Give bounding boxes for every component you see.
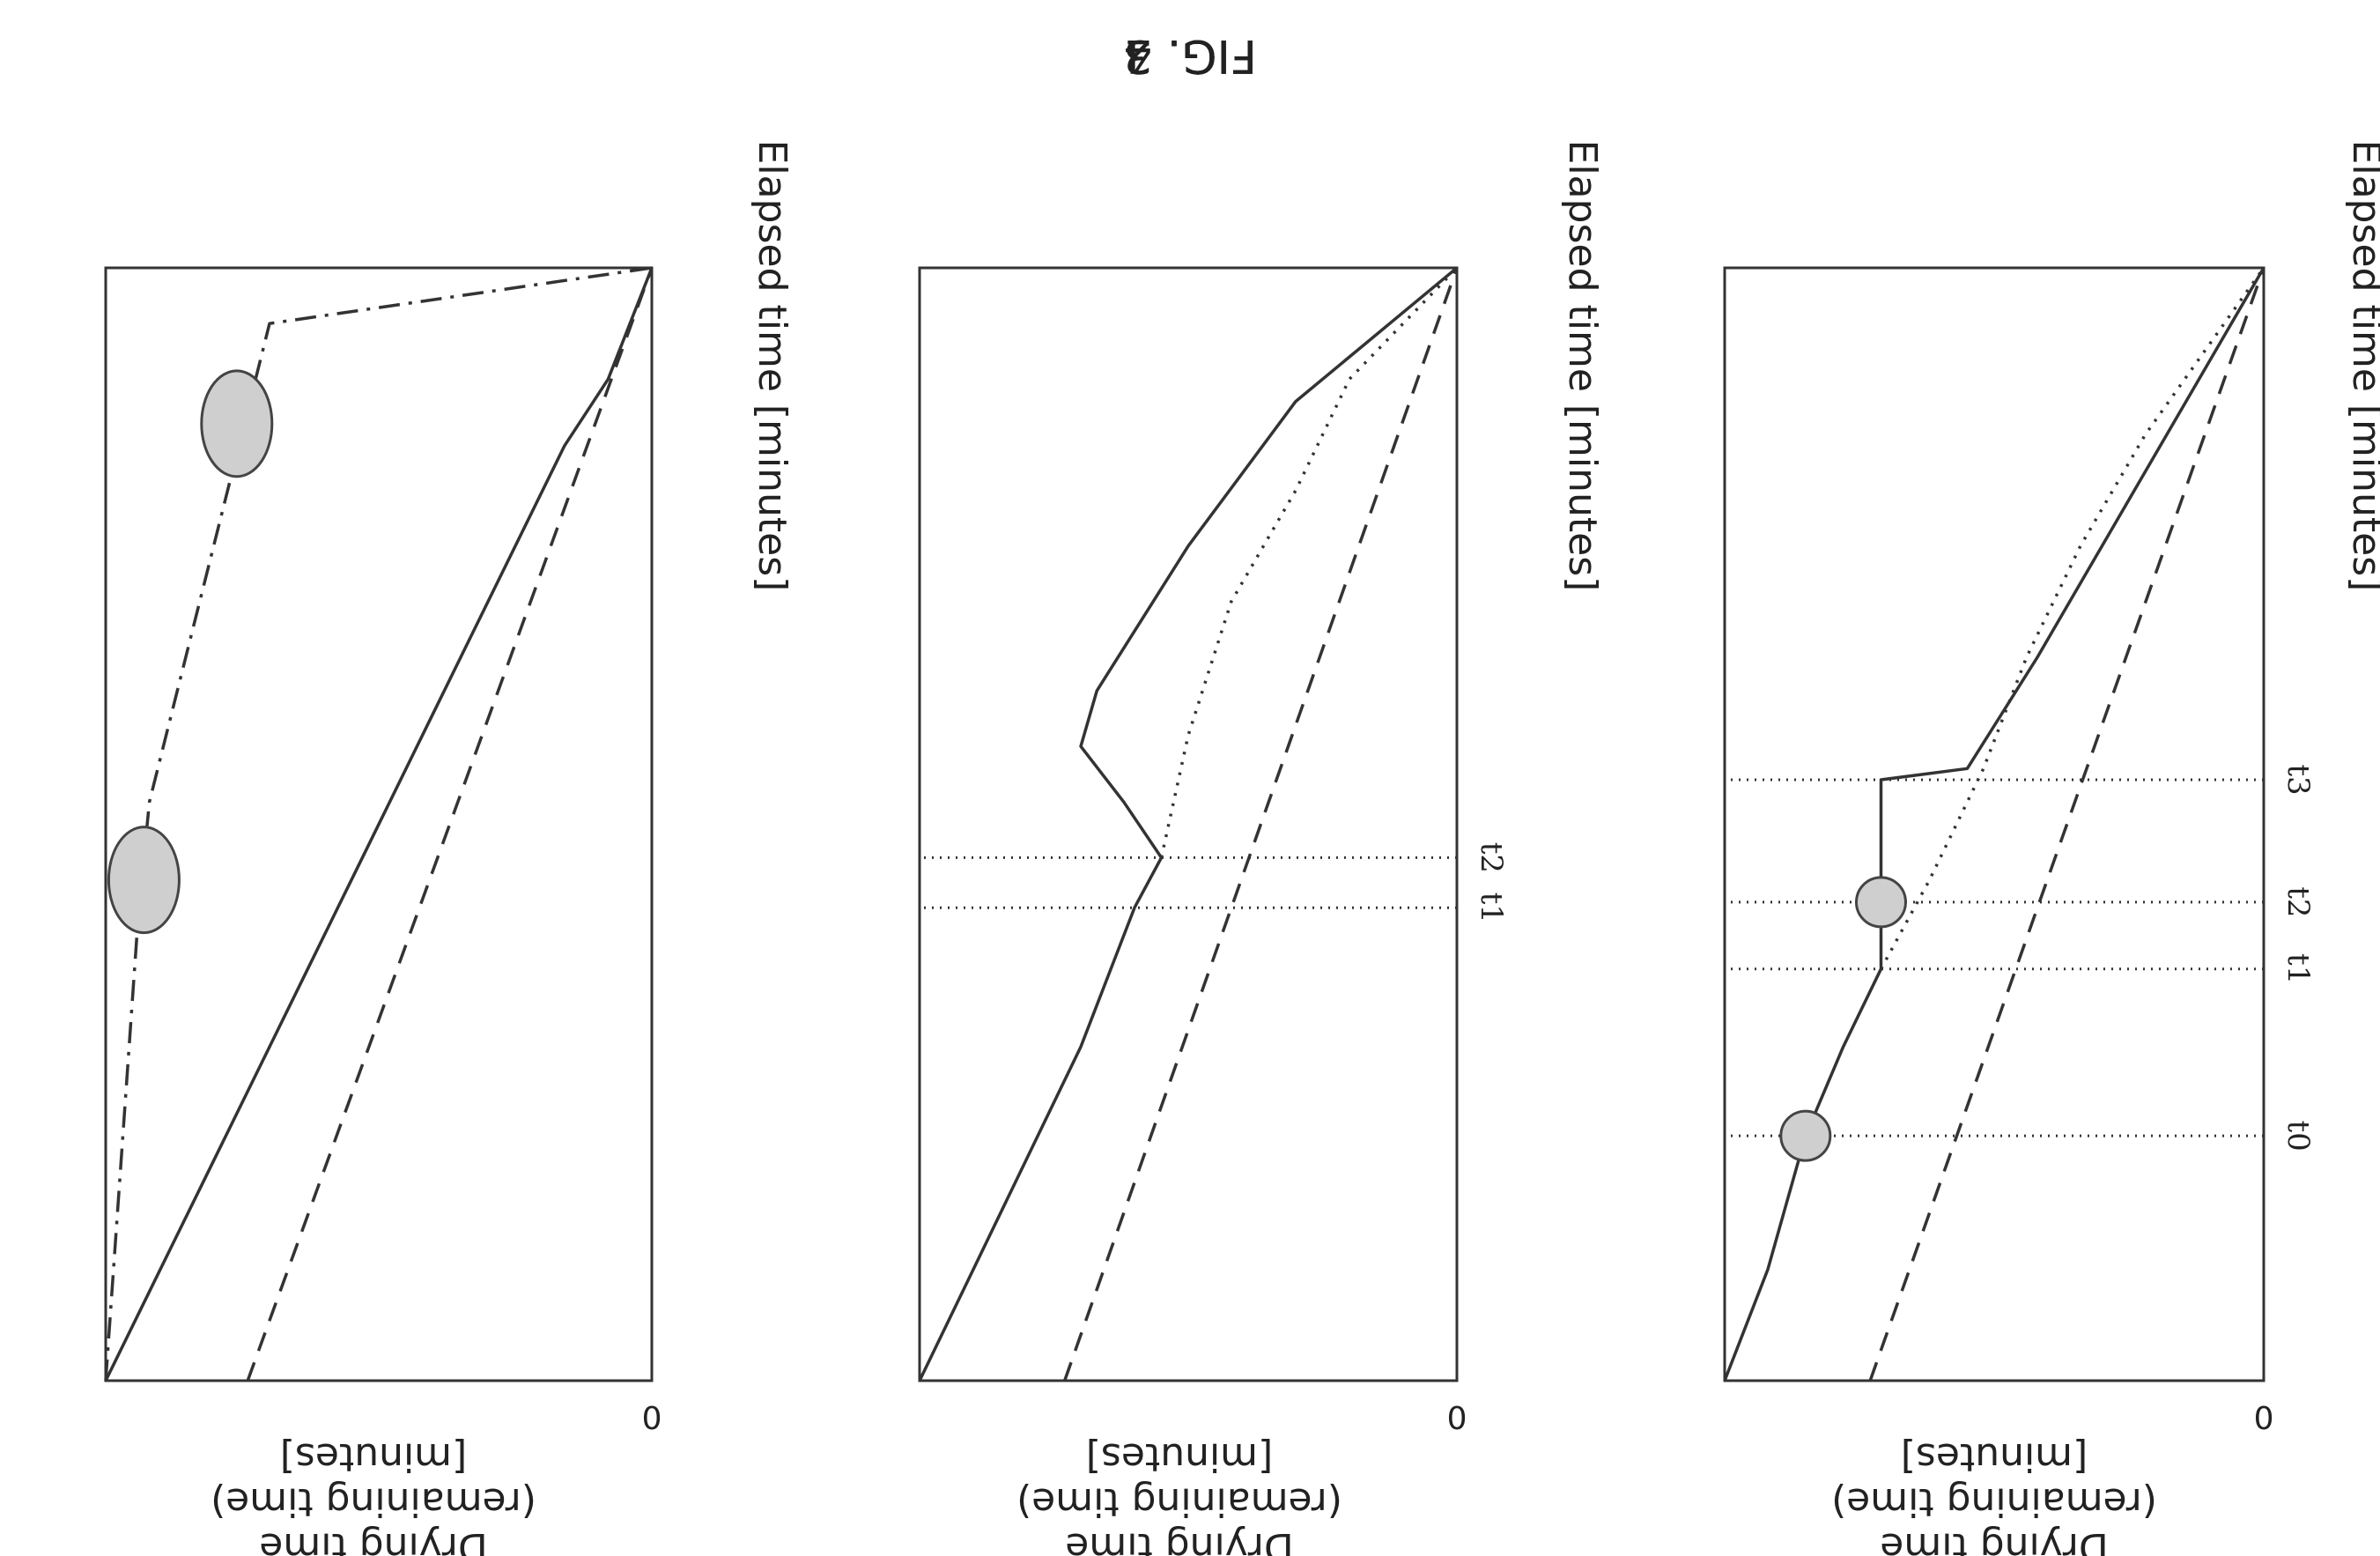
figure-2-marker-1 xyxy=(107,826,181,935)
figure-4-y-axis-title-line-3: [minutes] xyxy=(1901,1434,2088,1479)
figure-3-plot-area: t1 t2 xyxy=(918,266,1509,1382)
figure-4-y-axis-title-line-2: (remaining time) xyxy=(1831,1479,2157,1524)
figure-3-y-axis-title: Drying time (remaining time) [minutes] xyxy=(1016,1434,1342,1556)
rotated-sheet: FIG. 2 Elapsed time [minutes] Drying tim… xyxy=(104,29,2380,1556)
figure-2: FIG. 2 Elapsed time [minutes] Drying tim… xyxy=(104,29,1257,1556)
figure-4-y-axis-title: Drying time (remaining time) [minutes] xyxy=(1831,1434,2157,1556)
figure-3-x-axis-title: Elapsed time [minutes] xyxy=(1560,140,1605,592)
figure-2-series-dashdot-line xyxy=(104,266,653,1382)
figure-4-series-solid-line xyxy=(1723,267,2265,1382)
figure-4-tick-label-t0: t0 xyxy=(2280,1120,2316,1151)
figure-3-tick-label-t2: t2 xyxy=(1474,842,1509,873)
figure-2-series-dashed-line xyxy=(246,267,654,1382)
figure-4-y-axis-title-line-1: Drying time xyxy=(1880,1524,2108,1556)
figure-3-y-axis-title-line-3: [minutes] xyxy=(1086,1434,1273,1479)
figure-3-title: FIG. 3 xyxy=(1123,29,1257,82)
figure-2-marker-2 xyxy=(200,369,274,478)
figure-4-series-dashed-line xyxy=(1868,267,2265,1382)
figure-4-x-axis-title: Elapsed time [minutes] xyxy=(2344,140,2380,592)
figure-2-y-axis-title: Drying time (remaining time) [minutes] xyxy=(211,1434,536,1556)
figure-3: FIG. 3 Elapsed time [minutes] Drying tim… xyxy=(918,29,1605,1556)
figure-4-marker-2 xyxy=(1854,876,1907,929)
figure-3-y-axis-title-line-1: Drying time xyxy=(1065,1524,1293,1556)
figure-4-plot-frame xyxy=(1723,266,2265,1382)
figure-2-title: FIG. 2 xyxy=(1123,29,1257,82)
figure-3-tick-label-t1: t1 xyxy=(1474,893,1509,923)
figure-2-plot-frame xyxy=(104,266,654,1382)
figure-4-series-dotted-line xyxy=(1879,266,2265,970)
figure-4-tick-label-t2: t2 xyxy=(2280,886,2316,917)
figure-4-marker-1 xyxy=(1779,1109,1832,1162)
figure-3-plot-frame xyxy=(918,266,1459,1382)
figure-3-y-axis-title-line-2: (remaining time) xyxy=(1016,1479,1342,1524)
figure-2-y-axis-title-line-3: [minutes] xyxy=(280,1434,467,1479)
figure-4-tick-label-t3: t3 xyxy=(2280,764,2316,795)
figure-4-origin-label: 0 xyxy=(2254,1398,2274,1434)
figure-2-plot-area xyxy=(104,266,654,1382)
figure-2-series-solid-line xyxy=(104,267,654,1382)
figure-4-plot-area: t0 t1 t2 t3 xyxy=(1723,266,2316,1382)
figure-2-x-axis-title: Elapsed time [minutes] xyxy=(750,140,795,592)
figure-3-series-dotted-line xyxy=(1159,266,1459,858)
figure-4: FIG. 4 Elapsed time [minutes] Drying tim… xyxy=(1123,29,2380,1556)
figure-2-origin-label: 0 xyxy=(642,1398,662,1434)
figure-2-y-axis-title-line-2: (remaining time) xyxy=(211,1479,536,1524)
figure-2-y-axis-title-line-1: Drying time xyxy=(259,1524,487,1556)
figure-4-tick-label-t1: t1 xyxy=(2280,953,2316,984)
figure-3-series-solid-line xyxy=(918,266,1459,1382)
figure-3-series-dashed-line xyxy=(1063,267,1459,1382)
figure-4-title: FIG. 4 xyxy=(1123,29,1257,82)
figure-3-origin-label: 0 xyxy=(1447,1398,1467,1434)
